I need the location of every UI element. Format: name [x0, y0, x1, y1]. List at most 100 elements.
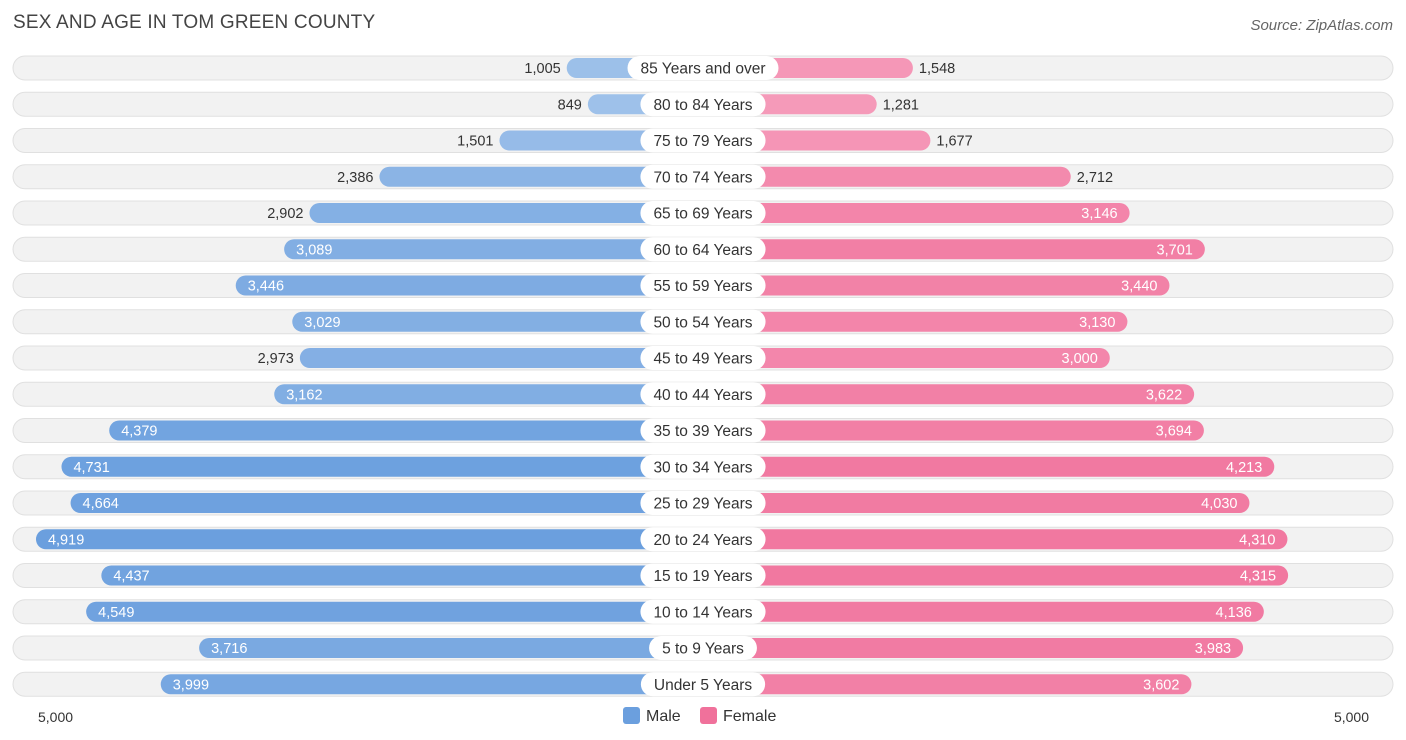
value-label-male: 3,029	[304, 315, 340, 331]
value-label-female: 3,694	[1156, 424, 1192, 440]
category-pill	[640, 672, 766, 697]
value-label-male: 3,999	[173, 677, 209, 693]
category-label: 30 to 34 Years	[653, 459, 752, 476]
category-label: 15 to 19 Years	[653, 568, 752, 585]
category-label: 25 to 29 Years	[653, 496, 752, 513]
value-label-female: 4,213	[1226, 460, 1262, 476]
value-label-male: 3,716	[211, 641, 247, 657]
bar-male	[35, 529, 716, 550]
value-label-female: 4,136	[1216, 605, 1252, 621]
value-label-male: 1,501	[457, 134, 493, 150]
category-pill	[640, 201, 766, 225]
category-label: 10 to 14 Years	[653, 604, 752, 621]
chart-row: 35 to 39 Years 4,379 3,694	[12, 418, 1394, 443]
bar-male	[309, 203, 715, 223]
category-pill	[640, 563, 766, 588]
category-label: 80 to 84 Years	[653, 97, 752, 114]
category-label: 60 to 64 Years	[653, 242, 752, 259]
value-label-male: 4,549	[98, 605, 134, 621]
bar-female	[691, 529, 1288, 550]
bar-female	[691, 493, 1250, 513]
bar-female	[691, 384, 1195, 405]
bar-female	[691, 203, 1130, 223]
value-label-female: 3,983	[1195, 641, 1231, 657]
chart-row: 55 to 59 Years 3,446 3,440	[12, 273, 1394, 298]
category-pill	[640, 92, 766, 117]
value-label-male: 3,446	[248, 279, 284, 295]
value-label-male: 4,731	[73, 460, 109, 476]
bar-male	[70, 493, 716, 513]
value-label-male: 4,379	[121, 424, 157, 440]
category-pill	[640, 237, 766, 262]
category-pill	[640, 418, 766, 443]
chart-row: 70 to 74 Years 2,386 2,712	[12, 164, 1394, 190]
category-pill	[640, 273, 766, 298]
chart-row: 45 to 49 Years 2,973 3,000	[12, 345, 1394, 371]
chart-row: 50 to 54 Years 3,029 3,130	[12, 309, 1394, 335]
bar-female	[691, 239, 1205, 260]
legend: Male Female	[623, 707, 776, 725]
category-pill	[640, 527, 766, 552]
chart-row: 10 to 14 Years 4,549 4,136	[12, 599, 1394, 625]
value-label-male: 1,005	[524, 61, 560, 77]
chart-row: 60 to 64 Years 3,089 3,701	[12, 236, 1394, 262]
category-pill	[640, 491, 766, 515]
bar-male	[199, 638, 715, 658]
category-label: 55 to 59 Years	[653, 278, 752, 295]
value-label-female: 2,712	[1077, 170, 1113, 186]
value-label-female: 3,440	[1121, 279, 1157, 295]
value-label-male: 4,437	[113, 569, 149, 585]
category-label: 75 to 79 Years	[653, 133, 752, 150]
chart-row: 15 to 19 Years 4,437 4,315	[12, 563, 1394, 588]
value-label-male: 849	[558, 97, 582, 113]
chart-row: 20 to 24 Years 4,919 4,310	[12, 526, 1394, 552]
bar-male	[292, 311, 715, 332]
category-label: Under 5 Years	[654, 677, 752, 694]
value-label-male: 2,902	[267, 206, 303, 222]
value-label-male: 3,162	[286, 387, 322, 403]
category-pill	[640, 454, 766, 479]
category-label: 40 to 44 Years	[653, 387, 752, 404]
value-label-female: 3,000	[1062, 351, 1098, 367]
category-label: 50 to 54 Years	[653, 314, 752, 331]
chart-row: 80 to 84 Years 849 1,281	[12, 91, 1394, 117]
value-label-female: 3,130	[1079, 315, 1115, 331]
value-label-female: 1,677	[936, 134, 972, 150]
value-label-male: 2,386	[337, 170, 373, 186]
category-pill	[640, 346, 766, 370]
category-pill	[640, 309, 766, 334]
category-label: 20 to 24 Years	[653, 532, 752, 549]
bar-female	[691, 674, 1192, 695]
category-label: 70 to 74 Years	[653, 169, 752, 186]
category-pill	[640, 599, 766, 624]
chart-title: SEX AND AGE IN TOM GREEN COUNTY	[13, 12, 375, 33]
value-label-male: 4,919	[48, 532, 84, 548]
category-pill	[640, 128, 766, 153]
value-label-female: 1,281	[883, 97, 919, 113]
category-pill	[640, 164, 766, 189]
bar-male	[101, 565, 716, 586]
bar-male	[379, 166, 715, 187]
category-label: 85 Years and over	[641, 61, 766, 78]
chart-row: Under 5 Years 3,999 3,602	[12, 671, 1394, 697]
category-label: 5 to 9 Years	[662, 641, 744, 658]
value-label-female: 3,146	[1081, 206, 1117, 222]
bar-female	[691, 311, 1128, 332]
category-pill	[649, 636, 757, 660]
category-label: 45 to 49 Years	[653, 351, 752, 368]
bar-male	[61, 456, 716, 477]
bar-male	[160, 674, 715, 695]
bar-male	[86, 601, 716, 622]
bar-male	[284, 239, 715, 260]
chart-row: 30 to 34 Years 4,731 4,213	[12, 454, 1394, 480]
bar-male	[274, 384, 715, 405]
bar-female	[691, 348, 1110, 368]
bar-female	[691, 601, 1264, 622]
bar-female	[691, 166, 1071, 187]
value-label-female: 4,315	[1240, 569, 1276, 585]
legend-swatch-male	[623, 707, 640, 724]
chart-row: 65 to 69 Years 2,902 3,146	[12, 200, 1394, 226]
value-label-male: 3,089	[296, 242, 332, 258]
value-label-female: 4,310	[1239, 532, 1275, 548]
